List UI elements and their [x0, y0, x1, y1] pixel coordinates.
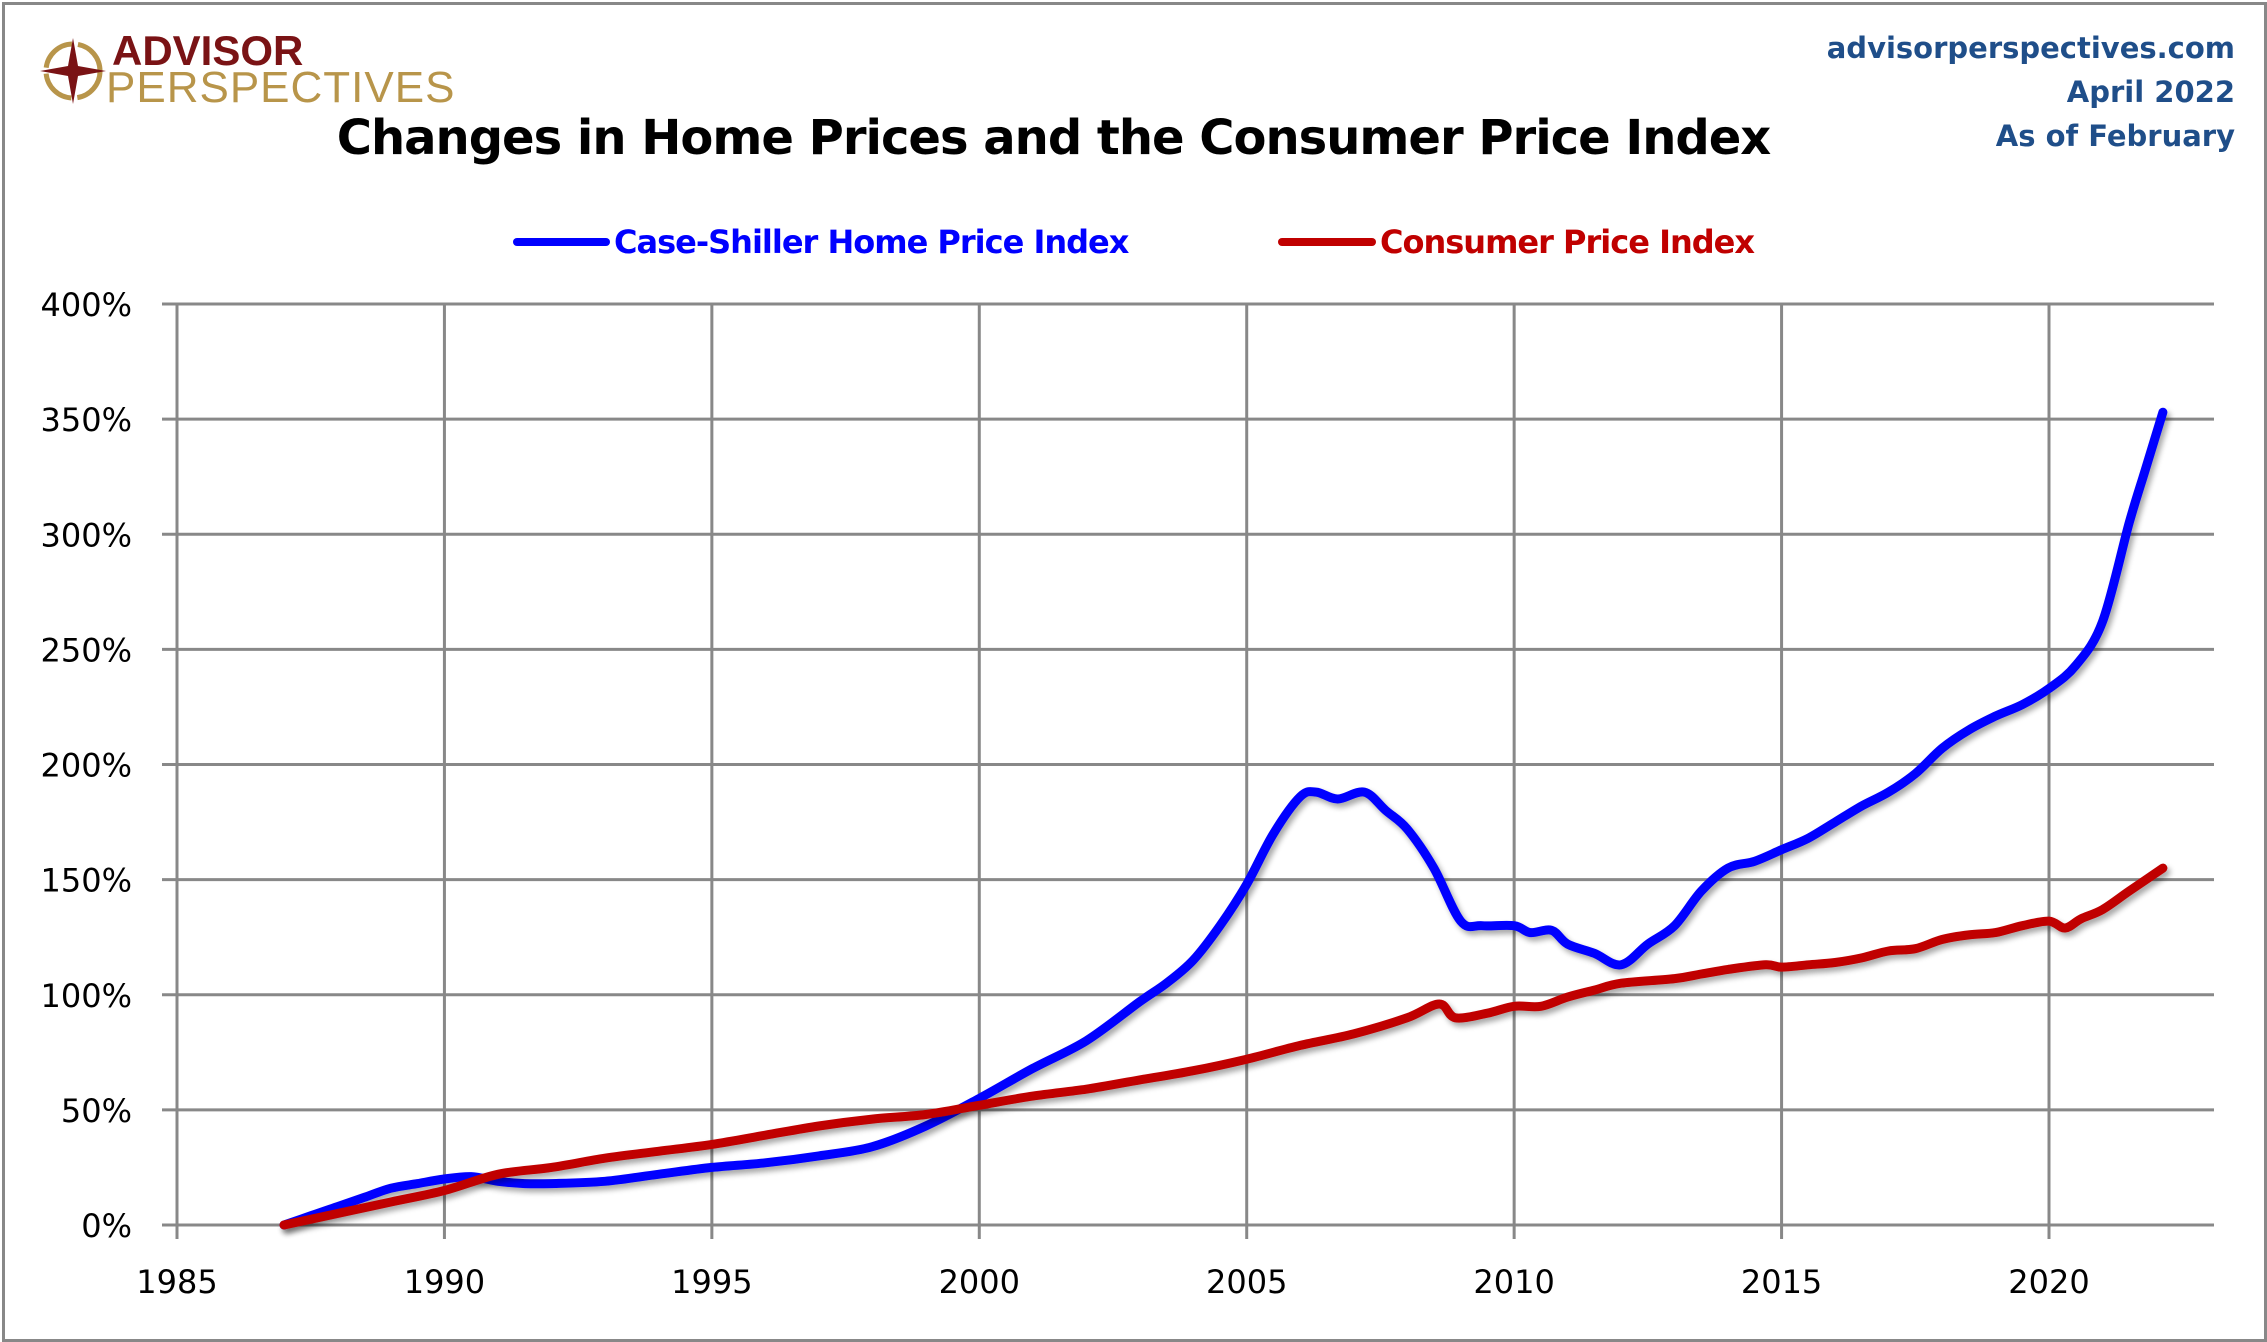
y-tick-label: 150%: [41, 862, 132, 900]
x-tick-label: 2005: [1206, 1263, 1287, 1301]
y-tick-label: 100%: [41, 977, 132, 1015]
x-tick-label: 1985: [136, 1263, 217, 1301]
advisor-perspectives-logo: ADVISOR PERSPECTIVES: [38, 27, 454, 110]
site-info: advisorperspectives.com April 2022 As of…: [1827, 26, 2235, 158]
series-line-cpi: [279, 863, 2168, 1230]
x-tick-label: 2000: [939, 1263, 1020, 1301]
grid-lines: [162, 302, 2214, 1239]
y-tick-label: 350%: [41, 401, 132, 439]
tick-labels: 0% 50% 100% 150% 200% 250% 300% 350% 400% 1985 199…: [41, 286, 2090, 1301]
x-tick-label: 2010: [1473, 1263, 1554, 1301]
chart-title-container: Changes in Home Prices and the Consumer …: [0, 110, 2267, 166]
publish-date: April 2022: [2066, 75, 2235, 109]
logo-text-perspectives: PERSPECTIVES: [106, 63, 456, 112]
series-line-case-shiller: [279, 407, 2168, 1230]
legend-label-case-shiller: Case-Shiller Home Price Index: [614, 223, 1130, 261]
logo-text-advisor: ADVISOR: [112, 27, 304, 74]
y-tick-label: 200%: [41, 747, 132, 785]
y-tick-label: 250%: [41, 631, 132, 669]
x-tick-label: 2015: [1741, 1263, 1822, 1301]
x-tick-label: 1990: [404, 1263, 485, 1301]
y-tick-label: 400%: [41, 286, 132, 324]
series-lines: [279, 407, 2168, 1230]
x-tick-label: 1995: [671, 1263, 752, 1301]
y-tick-label: 0%: [81, 1207, 132, 1245]
y-tick-label: 50%: [61, 1092, 132, 1130]
legend-label-cpi: Consumer Price Index: [1380, 223, 1755, 261]
chart-title: Changes in Home Prices and the Consumer …: [336, 110, 1772, 166]
x-tick-label: 2020: [2008, 1263, 2089, 1301]
site-url: advisorperspectives.com: [1826, 31, 2235, 65]
legend: Case-Shiller Home Price Index Consumer P…: [513, 223, 1756, 261]
y-tick-label: 300%: [41, 516, 132, 554]
data-as-of: As of February: [1995, 119, 2235, 153]
compass-icon: [40, 38, 106, 104]
